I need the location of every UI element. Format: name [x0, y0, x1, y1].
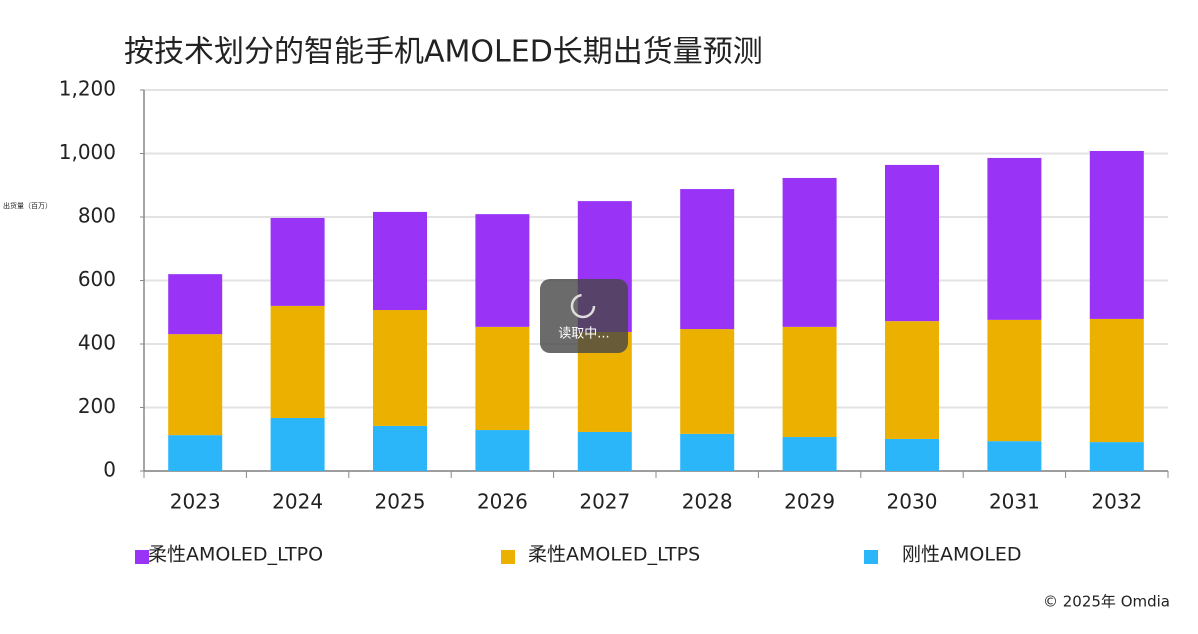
copyright: © 2025年 Omdia: [1043, 593, 1170, 611]
bar-segment: [270, 417, 325, 471]
x-tick-label: 2025: [375, 490, 426, 514]
bar-segment: [680, 433, 735, 471]
bar-segment: [1089, 442, 1144, 471]
bar-segment: [373, 425, 427, 471]
bar-segment: [270, 305, 325, 418]
bar-segment: [987, 319, 1042, 442]
legend-swatch: [501, 550, 515, 564]
legend-label: 柔性AMOLED_LTPS: [528, 544, 700, 566]
y-tick-label: 400: [78, 331, 116, 355]
loading-text: 读取中...: [558, 327, 609, 342]
bar-segment: [475, 430, 530, 471]
bar-segment: [680, 329, 735, 434]
bar-segment: [373, 310, 427, 426]
legend-swatch: [864, 550, 878, 564]
bar-segment: [987, 441, 1042, 471]
bar-segment: [1089, 150, 1144, 319]
x-tick-label: 2026: [477, 490, 528, 514]
bar-segment: [577, 431, 632, 471]
legend-swatch: [135, 550, 149, 564]
x-tick-label: 2030: [887, 490, 938, 514]
x-tick-label: 2027: [579, 490, 630, 514]
y-tick-label: 0: [103, 458, 116, 482]
legend-label: 刚性AMOLED: [902, 544, 1022, 566]
y-tick-label: 1,000: [59, 140, 116, 164]
bar-segment: [270, 217, 325, 306]
loading-spinner: [570, 293, 596, 319]
x-tick-label: 2029: [784, 490, 835, 514]
bar-segment: [373, 211, 427, 311]
bar-segment: [680, 189, 735, 330]
x-tick-label: 2032: [1091, 490, 1142, 514]
x-tick-label: 2024: [272, 490, 323, 514]
bar-segment: [885, 321, 939, 439]
bar-segment: [885, 438, 939, 471]
bar-segment: [475, 326, 530, 431]
chart-title: 按技术划分的智能手机AMOLED长期出货量预测: [124, 35, 763, 70]
x-tick-label: 2023: [170, 490, 221, 514]
y-tick-label: 1,200: [59, 77, 116, 101]
bar-segment: [987, 157, 1042, 320]
y-axis-label: 出货量（百万）: [3, 201, 52, 210]
bar-segment: [1089, 318, 1144, 443]
y-tick-label: 800: [78, 204, 116, 228]
x-tick-label: 2031: [989, 490, 1040, 514]
x-tick-label: 2028: [682, 490, 733, 514]
y-tick-label: 600: [78, 267, 116, 291]
bar-segment: [885, 164, 939, 322]
bar-segment: [475, 214, 530, 327]
loading-overlay: 读取中...: [540, 279, 628, 353]
bar-segment: [782, 326, 837, 438]
y-tick-label: 200: [78, 394, 116, 418]
bar-segment: [782, 177, 837, 327]
legend-label: 柔性AMOLED_LTPO: [148, 544, 323, 566]
bar-segment: [168, 274, 223, 335]
bar-segment: [168, 435, 223, 471]
bar-segment: [168, 334, 223, 436]
bar-segment: [782, 437, 837, 471]
